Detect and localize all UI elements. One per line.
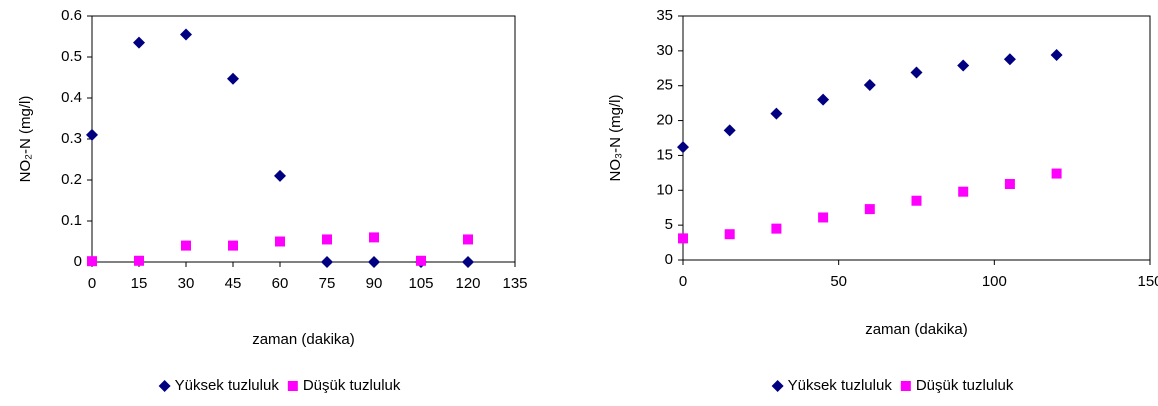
data-point <box>677 141 689 154</box>
data-point <box>228 240 238 251</box>
x-tick-label: 105 <box>408 275 433 292</box>
y-tick-label: 5 <box>665 216 673 233</box>
data-point <box>771 223 782 234</box>
data-point <box>910 66 923 79</box>
data-point <box>275 236 285 247</box>
y-tick-label: 0 <box>665 251 673 268</box>
legend-marker <box>287 381 298 391</box>
data-point <box>723 124 736 137</box>
data-point <box>911 195 922 206</box>
y-tick-label: 35 <box>656 7 673 24</box>
x-tick-label: 30 <box>178 275 195 292</box>
x-axis-label: zaman (dakika) <box>252 331 355 348</box>
x-tick-label: 0 <box>679 273 687 290</box>
y-tick-label: 0.3 <box>61 130 82 147</box>
data-point <box>86 128 98 141</box>
x-tick-label: 75 <box>319 275 336 292</box>
data-point <box>134 255 144 266</box>
data-point <box>322 234 332 245</box>
data-point <box>957 59 970 72</box>
data-point <box>724 229 735 240</box>
x-tick-label: 45 <box>225 275 242 292</box>
plot-frame <box>91 15 516 263</box>
legend-label: Düşük tuzluluk <box>916 377 1014 394</box>
data-point <box>958 186 969 197</box>
data-point <box>1050 49 1063 62</box>
data-point <box>416 255 426 266</box>
data-point <box>1003 53 1016 66</box>
data-point <box>1051 168 1062 179</box>
x-tick-label: 50 <box>830 273 847 290</box>
y-tick-label: 20 <box>656 112 673 129</box>
data-point <box>770 107 783 120</box>
data-point <box>863 79 876 92</box>
data-point <box>369 232 379 243</box>
data-point <box>180 28 192 41</box>
x-tick-label: 90 <box>366 275 383 292</box>
data-point <box>818 212 829 223</box>
data-point <box>87 256 97 267</box>
x-tick-label: 15 <box>131 275 148 292</box>
legend-label: Yüksek tuzluluk <box>788 377 893 394</box>
y-tick-label: 0.5 <box>61 48 82 65</box>
y-tick-label: 25 <box>656 77 673 94</box>
y-tick-label: 0.1 <box>61 212 82 229</box>
data-point <box>321 256 333 268</box>
y-tick-label: 0.6 <box>61 7 82 24</box>
data-point <box>181 240 191 251</box>
data-point <box>462 256 474 268</box>
data-point <box>678 233 688 244</box>
data-point <box>133 36 145 49</box>
legend-marker <box>158 380 171 392</box>
x-tick-label: 150 <box>1137 273 1158 290</box>
x-tick-label: 0 <box>88 275 96 292</box>
x-axis-label: zaman (dakika) <box>865 321 968 338</box>
data-point <box>463 234 473 245</box>
y-tick-label: 0.2 <box>61 171 82 188</box>
y-tick-label: 10 <box>656 181 673 198</box>
x-tick-label: 100 <box>982 273 1007 290</box>
legend-label: Düşük tuzluluk <box>303 377 401 394</box>
y-tick-label: 15 <box>656 146 673 163</box>
legend-marker <box>900 381 911 391</box>
data-point <box>817 93 830 106</box>
y-tick-label: 0 <box>74 253 82 270</box>
data-point <box>274 169 286 182</box>
data-point <box>1004 179 1015 190</box>
x-tick-label: 60 <box>272 275 289 292</box>
plot-frame <box>682 15 1151 261</box>
x-tick-label: 120 <box>455 275 480 292</box>
x-tick-label: 135 <box>502 275 527 292</box>
y-axis-label: NO₃-N (mg/l) <box>607 95 624 182</box>
legend-marker <box>771 380 784 392</box>
y-axis-label: NO₂-N (mg/l) <box>17 96 34 183</box>
y-tick-label: 30 <box>656 42 673 59</box>
legend-label: Yüksek tuzluluk <box>175 377 280 394</box>
data-point <box>227 72 239 85</box>
data-point <box>864 204 875 215</box>
y-tick-label: 0.4 <box>61 89 82 106</box>
data-point <box>368 256 380 268</box>
